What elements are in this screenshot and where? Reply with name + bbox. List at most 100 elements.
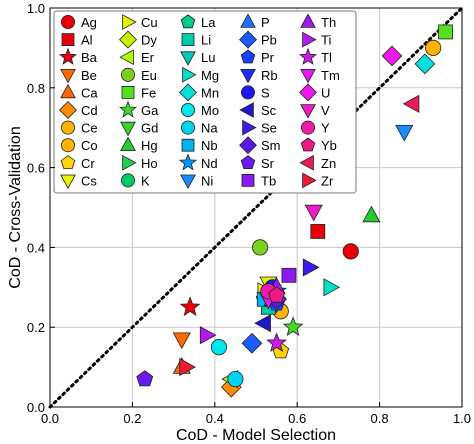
legend-label-ni: Ni: [201, 173, 213, 188]
legend-label-ti: Ti: [321, 33, 331, 48]
legend-label-mn: Mn: [201, 85, 219, 100]
legend: Ag Al Ba Be Ca Cd Ce Co Cr Cs Cu Dy Er Eu Fe Ga Gd Hg Ho K L…: [53, 10, 357, 194]
data-point-co: [425, 39, 442, 57]
x-tick-label: 0.0: [41, 411, 59, 426]
legend-marker-ni: [180, 174, 196, 190]
legend-marker-fe: [121, 86, 135, 99]
data-point-mg: [323, 278, 341, 297]
data-point-se: [302, 258, 320, 277]
legend-marker-y: [300, 120, 315, 135]
legend-marker-sm: [239, 136, 257, 155]
legend-label-tm: Tm: [321, 68, 340, 83]
y-tick-label: 0.4: [27, 240, 45, 255]
data-point-ti: [199, 326, 217, 345]
legend-marker-ga: [118, 100, 138, 118]
legend-label-v: V: [321, 103, 330, 118]
legend-marker-be: [60, 69, 76, 84]
data-point-tl: [266, 332, 287, 352]
legend-marker-tb: [241, 173, 255, 187]
legend-marker-ho: [122, 154, 137, 171]
data-point-u: [381, 45, 403, 67]
legend-label-al: Al: [81, 33, 93, 48]
legend-marker-se: [242, 119, 257, 136]
data-point-ga: [282, 316, 304, 336]
legend-marker-k: [121, 173, 136, 188]
legend-marker-yb: [300, 137, 316, 152]
legend-label-be: Be: [81, 68, 97, 83]
legend-label-ho: Ho: [141, 156, 158, 171]
axis-ticks: 0.0 0.2 0.4 0.6 0.8 1.0 0.0 0.2 0.4 0.6 0.8 1.0: [27, 1, 471, 426]
legend-marker-dy: [119, 30, 137, 49]
legend-label-u: U: [321, 85, 330, 100]
data-point-sr: [136, 370, 154, 387]
legend-marker-al: [61, 33, 75, 46]
x-tick-label: 0.6: [288, 411, 306, 426]
legend-marker-cu: [122, 14, 137, 30]
legend-label-zr: Zr: [321, 173, 334, 188]
legend-marker-zn: [299, 154, 314, 171]
legend-marker-nb: [181, 138, 195, 152]
plot-frame: [49, 7, 463, 408]
legend-marker-ce: [61, 120, 76, 135]
legend-label-y: Y: [321, 121, 330, 136]
legend-label-ba: Ba: [81, 50, 98, 65]
legend-marker-lu: [180, 51, 196, 66]
legend-marker-mn: [179, 83, 197, 102]
legend-label-li: Li: [201, 33, 211, 48]
legend-label-sc: Sc: [261, 103, 277, 118]
legend-label-yb: Yb: [321, 138, 337, 153]
legend-label-eu: Eu: [141, 68, 157, 83]
legend-label-co: Co: [81, 138, 98, 153]
legend-marker-li: [181, 33, 195, 46]
data-point-fe: [438, 24, 453, 40]
legend-label-tb: Tb: [261, 173, 276, 188]
data-point-hg: [362, 205, 381, 223]
data-point-tb: [281, 267, 297, 283]
legend-marker-tm: [300, 69, 316, 84]
legend-marker-na: [180, 120, 195, 135]
legend-label-ag: Ag: [81, 15, 97, 30]
legend-label-zn: Zn: [321, 156, 336, 171]
legend-label-sr: Sr: [261, 156, 275, 171]
legend-label-se: Se: [261, 121, 277, 136]
legend-marker-er: [119, 49, 134, 66]
legend-label-mg: Mg: [201, 68, 219, 83]
legend-marker-la: [180, 14, 196, 29]
legend-label-la: La: [201, 15, 216, 30]
x-tick-label: 0.2: [123, 411, 141, 426]
x-tick-label: 1.0: [453, 411, 471, 426]
legend-label-cr: Cr: [81, 156, 95, 171]
legend-marker-tl: [298, 47, 318, 65]
legend-marker-ti: [302, 31, 317, 48]
legend-label-dy: Dy: [141, 33, 157, 48]
legend-label-cu: Cu: [141, 15, 158, 30]
legend-marker-cr: [60, 155, 76, 170]
data-point-sc: [254, 314, 271, 333]
legend-marker-sr: [240, 155, 256, 170]
legend-label-sm: Sm: [261, 138, 281, 153]
data-point-be: [172, 332, 191, 350]
legend-label-fe: Fe: [141, 85, 156, 100]
legend-label-hg: Hg: [141, 138, 158, 153]
legend-label-ce: Ce: [81, 121, 98, 136]
legend-marker-co: [61, 138, 76, 153]
legend-marker-gd: [120, 121, 136, 137]
data-points: [136, 24, 453, 398]
legend-marker-mo: [180, 103, 195, 118]
legend-marker-cd: [59, 101, 77, 119]
data-point-v: [304, 204, 323, 222]
legend-marker-th: [300, 13, 316, 28]
data-point-yb: [268, 286, 286, 303]
data-point-al: [310, 224, 326, 239]
legend-label-p: P: [261, 15, 270, 30]
y-tick-label: 0.0: [27, 400, 45, 415]
legend-label-rb: Rb: [261, 68, 278, 83]
legend-label-lu: Lu: [201, 50, 215, 65]
legend-marker-pr: [240, 49, 256, 64]
legend-marker-mg: [182, 66, 197, 83]
legend-marker-nd: [178, 153, 198, 171]
legend-label-nd: Nd: [201, 156, 218, 171]
legend-marker-sc: [239, 102, 254, 118]
y-tick-label: 0.6: [27, 161, 45, 176]
data-point-mo: [210, 339, 228, 356]
